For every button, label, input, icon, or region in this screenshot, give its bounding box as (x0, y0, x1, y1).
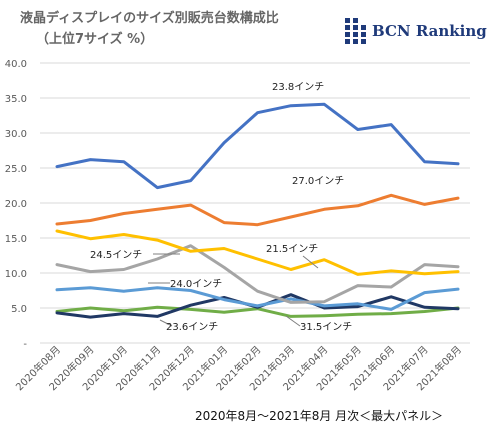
series-line (55, 286, 460, 311)
y-tick-label: 10.0 (5, 269, 27, 280)
line-chart: -5.010.015.020.025.030.035.040.02020年08月… (5, 59, 470, 393)
series-label: 23.8インチ (272, 81, 324, 93)
bcn-logo-icon (345, 18, 366, 44)
title-line-2: （上位7サイズ %） (36, 32, 154, 47)
series-line (55, 229, 460, 276)
series-label: 24.5インチ (90, 249, 142, 261)
y-tick-label: 20.0 (5, 199, 27, 210)
series-line (55, 102, 460, 190)
series-label: 21.5インチ (266, 243, 318, 255)
y-tick-label: 15.0 (5, 234, 27, 245)
chart-title: 液晶ディスプレイのサイズ別販売台数構成比 （上位7サイズ %） (20, 8, 279, 50)
y-tick-label: 25.0 (5, 164, 27, 175)
y-tick-label: 35.0 (5, 94, 27, 105)
series-line (55, 244, 460, 304)
series-label-leader (302, 255, 319, 269)
bcn-logo-text: BCN Ranking (372, 22, 487, 40)
series-label: 31.5インチ (300, 321, 352, 333)
title-line-1: 液晶ディスプレイのサイズ別販売台数構成比 (20, 11, 279, 26)
series-label-leader (285, 315, 301, 327)
chart-footer: 2020年8月～2021年8月 月次＜最大パネル＞ (195, 409, 444, 423)
y-tick-label: 5.0 (11, 304, 27, 315)
series-label: 23.6インチ (166, 321, 218, 333)
series-line (55, 193, 460, 227)
y-tick-label: 30.0 (5, 129, 27, 140)
series-label-leader (159, 319, 173, 327)
y-tick-label: - (23, 339, 27, 350)
series-label: 24.0インチ (170, 278, 222, 290)
series-label: 27.0インチ (292, 175, 344, 187)
y-tick-label: 40.0 (5, 59, 27, 70)
bcn-logo: BCN Ranking (345, 18, 487, 44)
